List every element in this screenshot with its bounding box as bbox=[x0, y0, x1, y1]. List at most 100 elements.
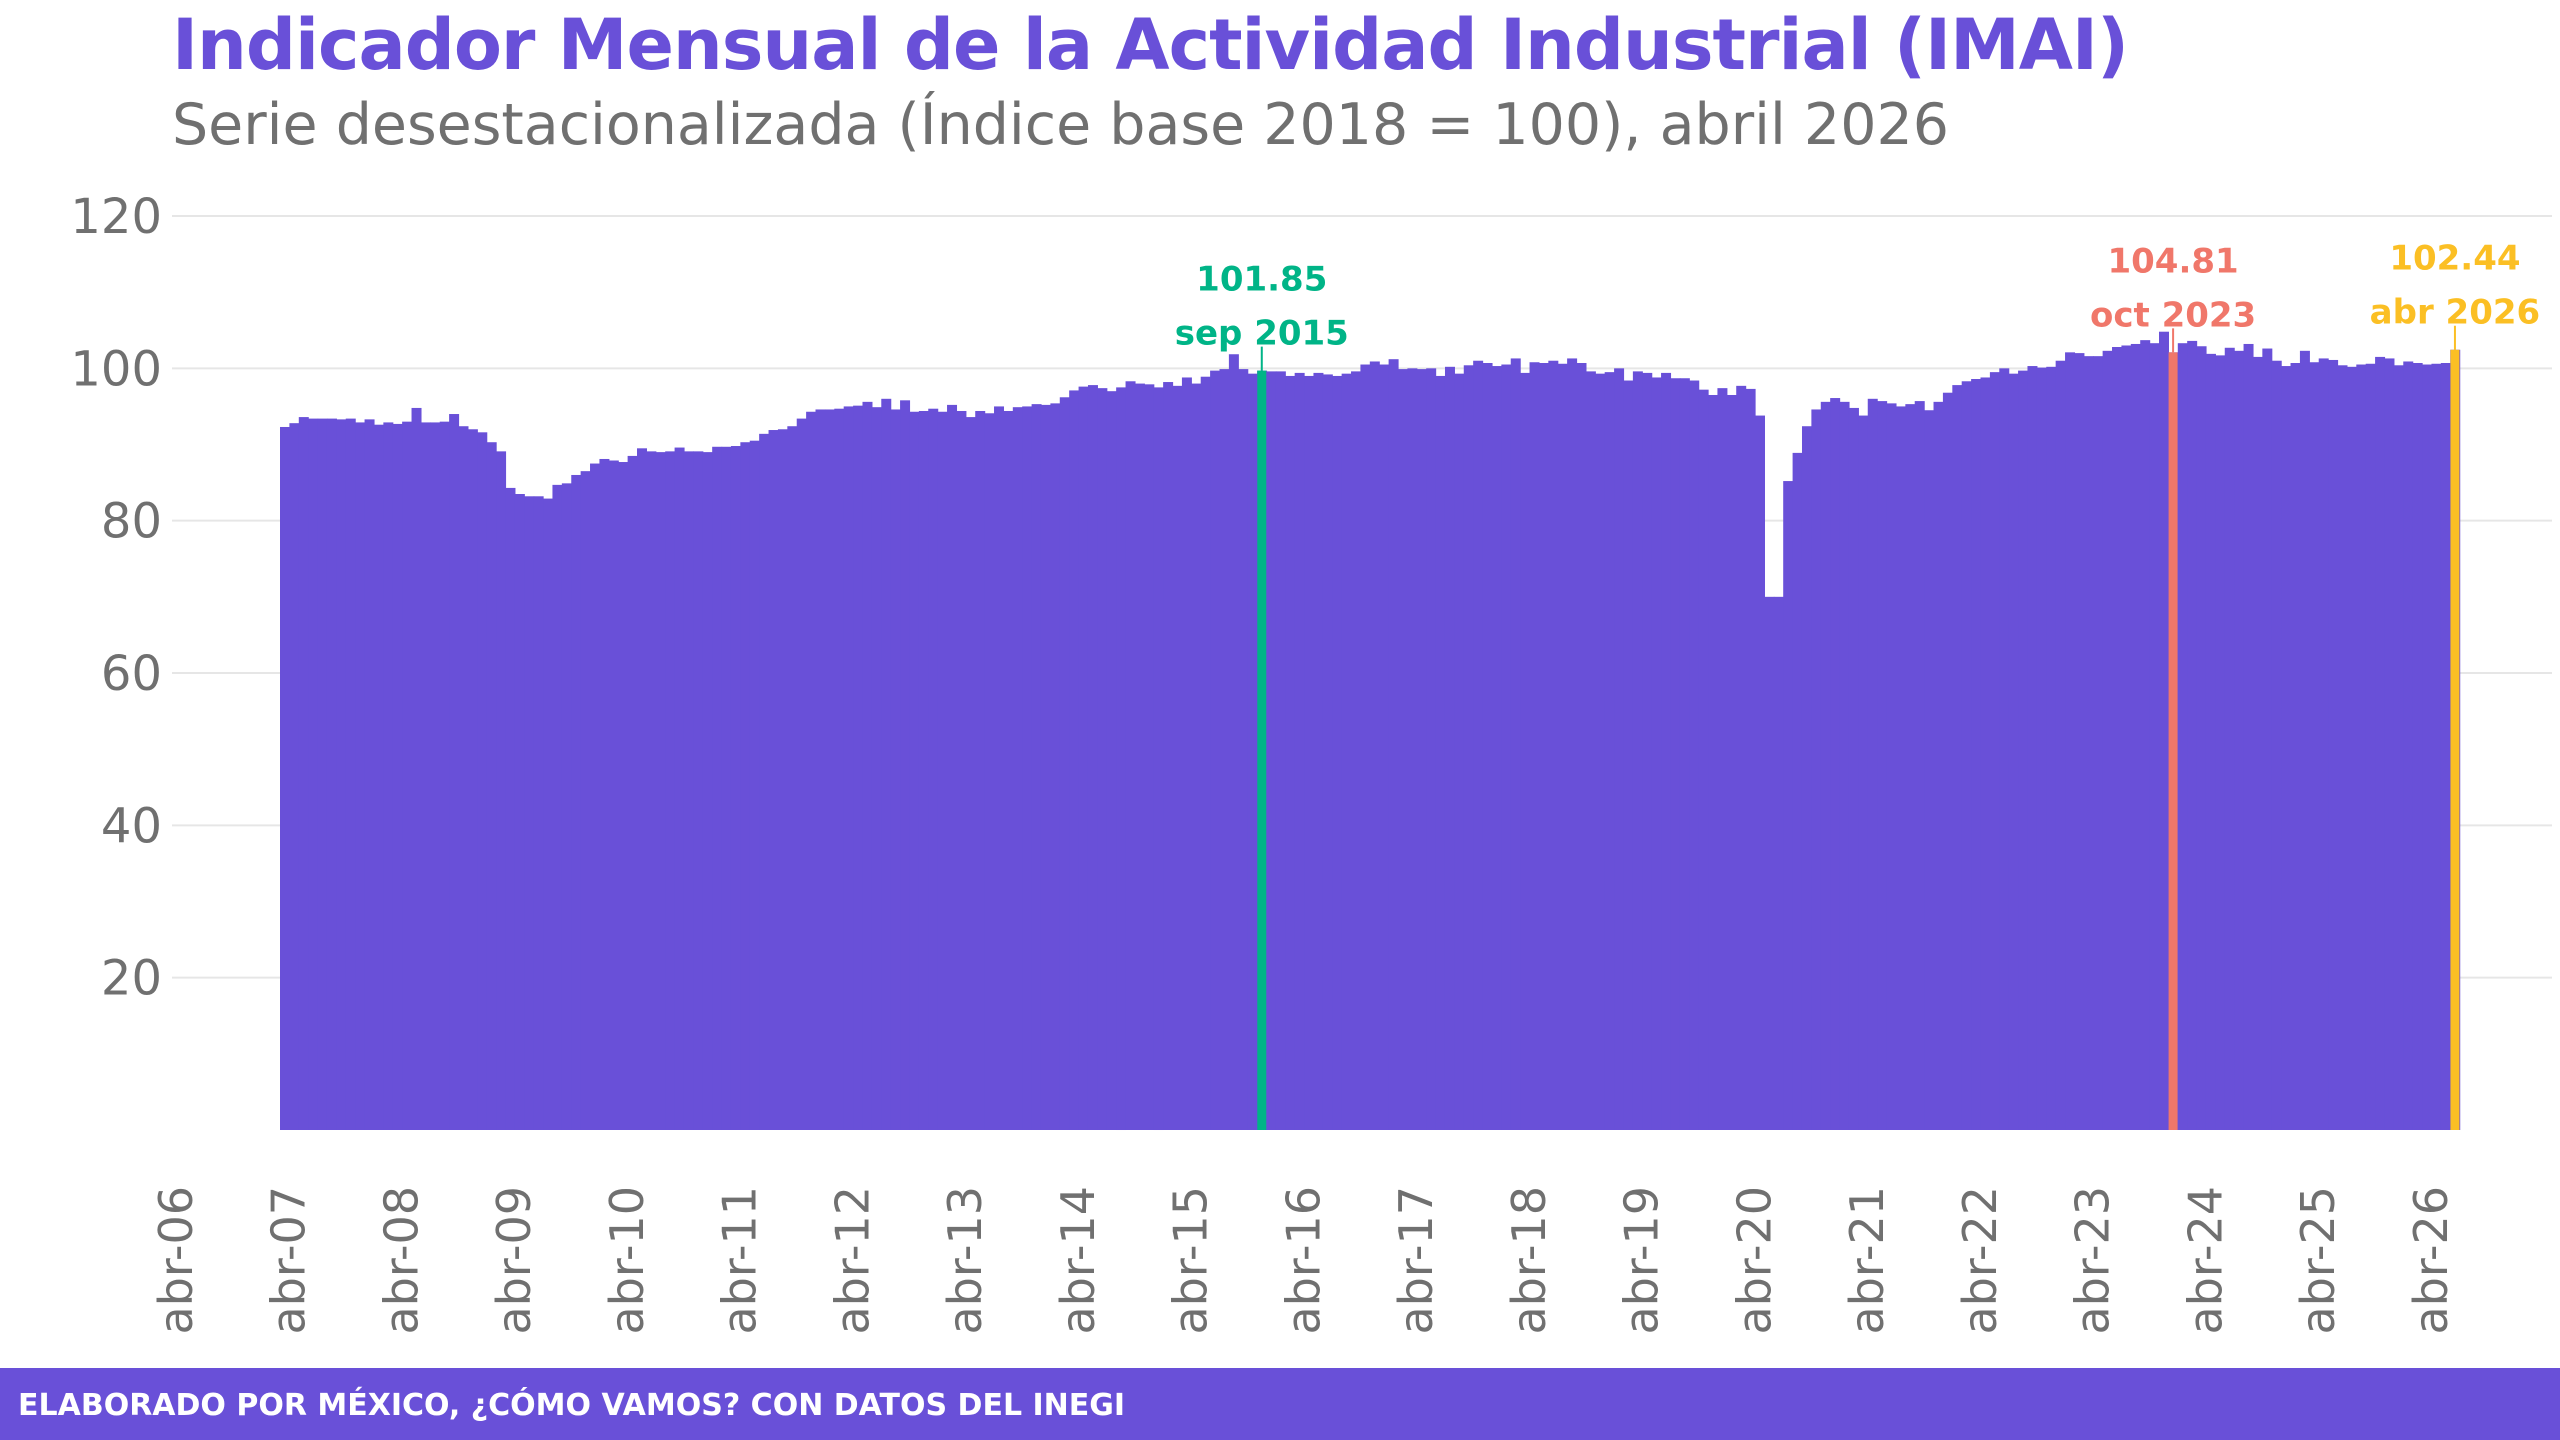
x-tick-label: abr-13 bbox=[938, 1186, 992, 1335]
bar bbox=[2206, 354, 2216, 1130]
bar bbox=[2384, 358, 2394, 1130]
bar bbox=[402, 422, 412, 1130]
bar bbox=[590, 464, 600, 1130]
highlight-bar bbox=[2450, 350, 2459, 1130]
bar bbox=[928, 409, 938, 1130]
bar bbox=[1248, 374, 1258, 1130]
bar bbox=[1736, 386, 1746, 1130]
bar bbox=[449, 414, 459, 1130]
bar bbox=[844, 406, 854, 1130]
x-tick-label: abr-22 bbox=[1953, 1186, 2007, 1335]
bar bbox=[581, 471, 591, 1130]
bar bbox=[1201, 377, 1211, 1130]
x-tick-label: abr-23 bbox=[2066, 1186, 2120, 1335]
bar bbox=[374, 425, 384, 1130]
bar bbox=[1830, 398, 1840, 1130]
bar bbox=[1060, 397, 1070, 1130]
bar bbox=[1755, 416, 1765, 1130]
bar bbox=[1661, 373, 1671, 1130]
bar bbox=[966, 417, 976, 1130]
bar bbox=[2112, 347, 2122, 1130]
bar bbox=[2375, 357, 2385, 1130]
bar bbox=[1351, 371, 1361, 1130]
x-tick-label: abr-24 bbox=[2178, 1186, 2232, 1335]
x-tick-label: abr-14 bbox=[1051, 1186, 1105, 1335]
x-tick-label: abr-06 bbox=[149, 1186, 203, 1335]
x-tick-label: abr-26 bbox=[2404, 1186, 2458, 1335]
bar bbox=[834, 409, 844, 1130]
bar bbox=[2403, 361, 2413, 1130]
bar bbox=[759, 434, 769, 1130]
bar bbox=[2046, 367, 2056, 1130]
y-tick-label: 20 bbox=[101, 951, 162, 1007]
bar bbox=[1144, 384, 1154, 1130]
bar bbox=[440, 422, 450, 1130]
bar bbox=[2234, 351, 2244, 1130]
bar bbox=[1840, 402, 1850, 1130]
bar bbox=[1182, 377, 1192, 1130]
annotations: 101.85 sep 2015 104.81 oct 2023 102.44 abr 20… bbox=[1175, 239, 2540, 371]
bar bbox=[1163, 382, 1173, 1130]
bar bbox=[1313, 373, 1323, 1130]
bar bbox=[1915, 401, 1925, 1130]
bar bbox=[693, 451, 703, 1130]
bar bbox=[609, 461, 619, 1131]
bar bbox=[872, 407, 882, 1130]
bar bbox=[994, 406, 1004, 1130]
bar bbox=[731, 446, 741, 1130]
bar bbox=[1154, 387, 1164, 1130]
x-tick-label: abr-08 bbox=[375, 1186, 429, 1335]
x-tick-label: abr-12 bbox=[825, 1186, 879, 1335]
annotation-value: 102.44 bbox=[2389, 239, 2520, 279]
highlight-bar bbox=[1257, 371, 1266, 1130]
bar bbox=[2178, 343, 2188, 1130]
bar bbox=[1173, 386, 1183, 1130]
bar bbox=[496, 451, 506, 1130]
bar bbox=[1877, 401, 1887, 1130]
x-tick-label: abr-19 bbox=[1615, 1186, 1669, 1335]
bar bbox=[571, 475, 581, 1130]
bar bbox=[2244, 344, 2254, 1130]
bar bbox=[2150, 343, 2160, 1130]
bar bbox=[2281, 366, 2291, 1130]
bar bbox=[1370, 361, 1380, 1130]
bar bbox=[891, 409, 901, 1130]
bar bbox=[2187, 341, 2197, 1130]
bar bbox=[1652, 377, 1662, 1130]
bar bbox=[2262, 349, 2272, 1130]
bars bbox=[280, 332, 2460, 1130]
bar bbox=[740, 442, 750, 1130]
bar bbox=[684, 451, 694, 1130]
bar bbox=[2253, 357, 2263, 1130]
bar bbox=[1276, 371, 1286, 1130]
bar bbox=[1229, 354, 1239, 1130]
bar bbox=[938, 412, 948, 1130]
bar bbox=[750, 441, 760, 1130]
y-tick-label: 100 bbox=[70, 341, 162, 397]
x-axis-ticks: abr-06 abr-07 abr-08 abr-09 abr-10 abr-11 abr-… bbox=[149, 1186, 2458, 1335]
bar bbox=[393, 424, 403, 1130]
bar bbox=[2065, 352, 2075, 1130]
bar bbox=[1464, 365, 1474, 1130]
bar bbox=[1999, 368, 2009, 1130]
bar bbox=[1126, 381, 1136, 1130]
bar bbox=[2140, 340, 2150, 1130]
bar bbox=[2103, 351, 2113, 1130]
bar bbox=[1783, 481, 1793, 1130]
bar bbox=[1022, 406, 1032, 1130]
bar bbox=[787, 426, 797, 1130]
bar bbox=[1407, 368, 1417, 1130]
bar bbox=[2413, 363, 2423, 1130]
bar bbox=[1389, 359, 1399, 1130]
bar bbox=[722, 447, 732, 1130]
bar bbox=[412, 408, 422, 1130]
bar bbox=[825, 409, 835, 1130]
bar bbox=[1605, 372, 1615, 1130]
highlight-bar bbox=[2169, 352, 2178, 1130]
bar bbox=[487, 442, 497, 1130]
x-tick-label: abr-16 bbox=[1276, 1186, 1330, 1335]
bar bbox=[1727, 395, 1737, 1130]
bar bbox=[1971, 379, 1981, 1130]
footer-bar: ELABORADO POR MÉXICO, ¿CÓMO VAMOS? CON D… bbox=[0, 1368, 2560, 1440]
bar bbox=[2431, 364, 2441, 1130]
